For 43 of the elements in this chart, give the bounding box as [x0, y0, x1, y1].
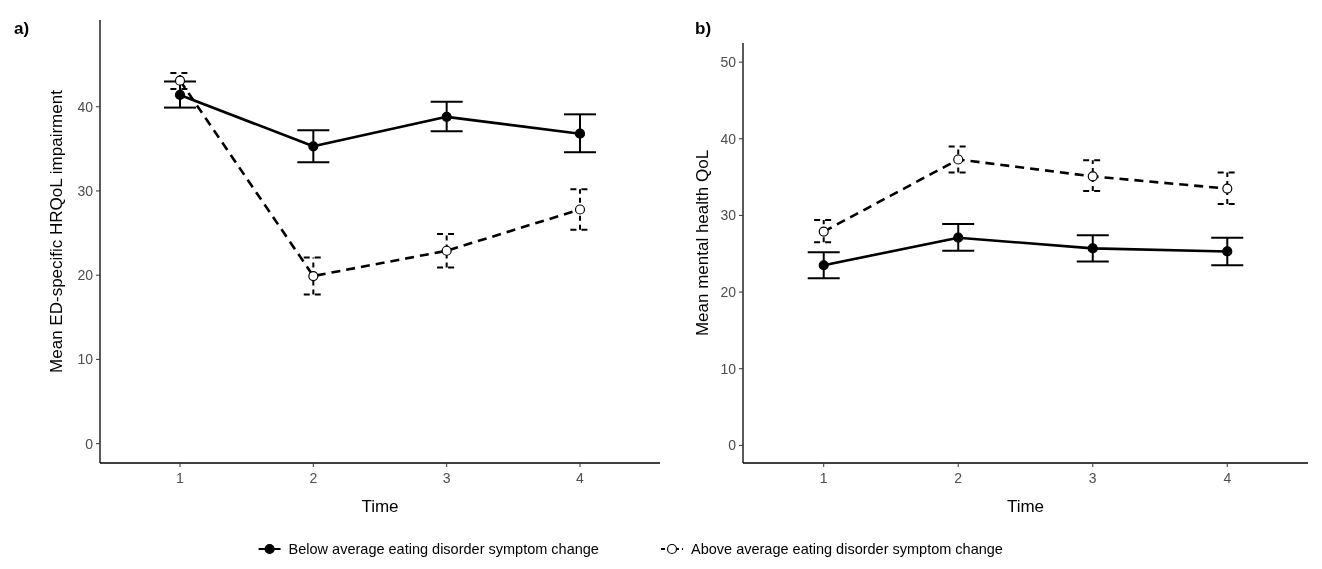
point — [953, 232, 964, 243]
y-tick-label: 0 — [85, 435, 94, 452]
point — [818, 226, 829, 237]
y-axis-title: Mean ED-specific HRQoL impairment — [47, 89, 66, 373]
point — [441, 111, 452, 122]
point — [574, 128, 586, 139]
y-tick-label: 0 — [728, 437, 737, 454]
x-tick-label: 3 — [1088, 470, 1097, 486]
point — [1222, 246, 1233, 257]
y-tick-label: 20 — [77, 267, 94, 284]
x-tick-label: 4 — [1223, 470, 1232, 486]
point — [174, 75, 186, 86]
legend-label: Below average eating disorder symptom change — [288, 541, 599, 558]
y-tick-label: 40 — [77, 98, 94, 115]
point — [818, 260, 829, 271]
y-tick-label: 10 — [77, 351, 94, 368]
y-tick-label: 30 — [77, 182, 94, 199]
x-tick-label: 1 — [176, 470, 185, 486]
y-tick-label: 10 — [720, 360, 737, 377]
y-tick-label: 40 — [720, 130, 737, 147]
point — [1087, 171, 1098, 182]
chart-title: b) — [695, 19, 712, 38]
x-tick-label: 1 — [819, 470, 828, 486]
y-tick-label: 20 — [720, 283, 737, 300]
y-axis-title: Mean mental health QoL — [693, 149, 712, 337]
x-tick-label: 4 — [576, 470, 585, 486]
y-tick-label: 30 — [720, 207, 737, 224]
point — [1222, 183, 1233, 194]
x-tick-label: 2 — [309, 470, 318, 486]
point — [1087, 243, 1098, 254]
point — [441, 245, 452, 256]
chart-title: a) — [14, 19, 30, 38]
x-axis-title: Time — [361, 497, 399, 516]
x-tick-label: 2 — [954, 470, 963, 486]
x-tick-label: 3 — [442, 470, 451, 486]
point — [174, 89, 186, 101]
y-tick-label: 50 — [720, 54, 737, 71]
legend-label: Above average eating disorder symptom change — [691, 541, 1003, 558]
x-axis-title: Time — [1006, 497, 1045, 516]
point — [308, 270, 319, 282]
point — [308, 141, 319, 152]
point — [953, 154, 964, 165]
point — [574, 204, 586, 215]
